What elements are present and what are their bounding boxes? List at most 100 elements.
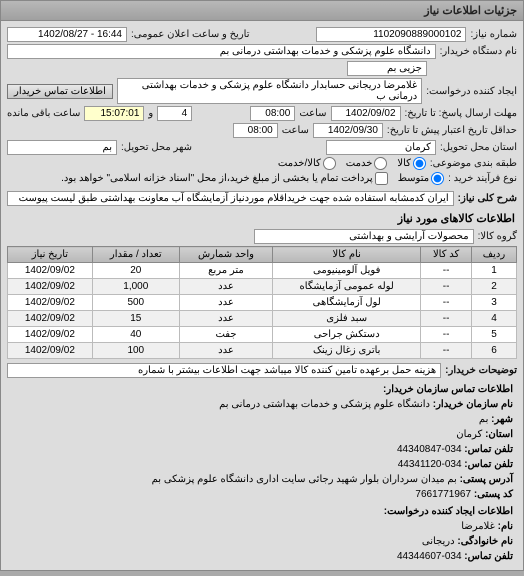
table-cell: 3 xyxy=(471,295,516,311)
goods-table-body: 1--فویل آلومینیومیمتر مربع201402/09/022-… xyxy=(8,263,517,359)
sub-org-value: جزیی بم xyxy=(347,61,427,76)
priority-opt-1-label: خدمت xyxy=(346,158,373,169)
goods-section-title: اطلاعات کالاهای مورد نیاز xyxy=(7,208,517,227)
req-name-label: نام: xyxy=(498,521,513,532)
process-opt-1-label: پرداخت تمام یا بخشی از مبلغ خرید،از محل … xyxy=(61,173,373,184)
contact-city: بم xyxy=(479,414,488,425)
process-radio-group: متوسط پرداخت تمام یا بخشی از مبلغ خرید،ا… xyxy=(61,172,444,185)
req-family: دریجانی xyxy=(422,536,455,547)
goods-col-header: تاریخ نیاز xyxy=(8,247,93,263)
priority-radio-2[interactable] xyxy=(323,157,336,170)
deadline-time-label: ساعت xyxy=(299,108,326,119)
table-cell: -- xyxy=(421,263,472,279)
contact-city-label: شهر: xyxy=(491,414,513,425)
priority-opt-1[interactable]: خدمت xyxy=(346,157,388,170)
contact-province-label: استان: xyxy=(485,429,513,440)
table-row[interactable]: 4--سبد فلزیعدد151402/09/02 xyxy=(8,311,517,327)
priority-radio-0[interactable] xyxy=(413,157,426,170)
buyer-org-label: نام دستگاه خریدار: xyxy=(440,46,517,57)
priority-label: طبقه بندی موضوعی: xyxy=(430,158,517,169)
requester-value: غلامرضا دریجانی حسابدار دانشگاه علوم پزش… xyxy=(117,78,422,104)
table-cell: 1402/09/02 xyxy=(8,279,93,295)
priority-opt-2[interactable]: کالا/خدمت xyxy=(278,157,336,170)
panel-body: شماره نیاز: 1102090889000102 تاریخ و ساع… xyxy=(1,21,523,570)
remain-count-suffix: و xyxy=(148,108,153,119)
table-cell: دستکش جراحی xyxy=(273,327,421,343)
validity-date: 1402/09/30 xyxy=(313,123,383,138)
table-row[interactable]: 6--باتری زغال زینکعدد1001402/09/02 xyxy=(8,343,517,359)
table-cell: 100 xyxy=(92,343,179,359)
table-cell: لوله عمومی آزمایشگاه xyxy=(273,279,421,295)
table-cell: 1,000 xyxy=(92,279,179,295)
req-family-label: نام خانوادگی: xyxy=(457,536,513,547)
table-cell: -- xyxy=(421,311,472,327)
overview-label: شرح کلی نیاز: xyxy=(458,193,517,204)
table-row[interactable]: 2--لوله عمومی آزمایشگاهعدد1,0001402/09/0… xyxy=(8,279,517,295)
city-label: شهر محل تحویل: xyxy=(121,142,192,153)
city-value: بم xyxy=(7,140,117,155)
table-cell: 4 xyxy=(471,311,516,327)
process-opt-0[interactable]: متوسط xyxy=(398,172,444,185)
province-label: استان محل تحویل: xyxy=(440,142,517,153)
remain-suffix: ساعت باقی مانده xyxy=(7,108,80,119)
table-cell: 6 xyxy=(471,343,516,359)
buyer-note-text: هزینه حمل برعهده تامین کننده کالا میباشد… xyxy=(7,363,441,378)
table-cell: فویل آلومینیومی xyxy=(273,263,421,279)
table-cell: 1402/09/02 xyxy=(8,263,93,279)
table-cell: 1402/09/02 xyxy=(8,311,93,327)
panel-title: جزئیات اطلاعات نیاز xyxy=(1,1,523,21)
table-cell: 1402/09/02 xyxy=(8,343,93,359)
table-cell: عدد xyxy=(179,295,272,311)
buyer-contact-button[interactable]: اطلاعات تماس خریدار xyxy=(7,84,113,99)
process-opt-0-label: متوسط xyxy=(398,173,429,184)
deadline-send-date: 1402/09/02 xyxy=(331,106,401,121)
priority-radio-group: کالا خدمت کالا/خدمت xyxy=(278,157,426,170)
req-title: اطلاعات ایجاد کننده درخواست: xyxy=(11,504,513,519)
goods-col-header: واحد شمارش xyxy=(179,247,272,263)
table-cell: 500 xyxy=(92,295,179,311)
deadline-send-time: 08:00 xyxy=(250,106,295,121)
need-details-panel: جزئیات اطلاعات نیاز شماره نیاز: 11020908… xyxy=(0,0,524,571)
goods-col-header: نام کالا xyxy=(273,247,421,263)
announce-label: تاریخ و ساعت اعلان عمومی: xyxy=(131,29,250,40)
table-cell: جفت xyxy=(179,327,272,343)
validity-time: 08:00 xyxy=(233,123,278,138)
table-cell: سبد فلزی xyxy=(273,311,421,327)
goods-table-header: ردیفکد کالانام کالاواحد شمارشتعداد / مقد… xyxy=(8,247,517,263)
table-row[interactable]: 3--لول آزمایشگاهیعدد5001402/09/02 xyxy=(8,295,517,311)
table-cell: 15 xyxy=(92,311,179,327)
table-cell: 40 xyxy=(92,327,179,343)
table-row[interactable]: 5--دستکش جراحیجفت401402/09/02 xyxy=(8,327,517,343)
contact-phone: 034-44340847 xyxy=(397,444,462,455)
contact-address: بم میدان سرداران بلوار شهید رجائی سایت ا… xyxy=(152,474,457,485)
contact-title: اطلاعات تماس سازمان خریدار: xyxy=(11,382,513,397)
priority-radio-1[interactable] xyxy=(374,157,387,170)
contact-postal: 7661771967 xyxy=(415,489,471,500)
contact-address-label: آدرس پستی: xyxy=(460,474,513,485)
contact-postal-label: کد پستی: xyxy=(474,489,513,500)
table-cell: لول آزمایشگاهی xyxy=(273,295,421,311)
process-radio-0[interactable] xyxy=(431,172,444,185)
goods-col-header: کد کالا xyxy=(421,247,472,263)
process-opt-1[interactable]: پرداخت تمام یا بخشی از مبلغ خرید،از محل … xyxy=(61,172,388,185)
validity-time-label: ساعت xyxy=(282,125,309,136)
requester-label: ایجاد کننده درخواست: xyxy=(426,86,517,97)
contact-org: دانشگاه علوم پزشکی و خدمات بهداشتی درمان… xyxy=(219,399,430,410)
process-check-1[interactable] xyxy=(375,172,388,185)
table-cell: 1 xyxy=(471,263,516,279)
goods-col-header: ردیف xyxy=(471,247,516,263)
contact-province: کرمان xyxy=(456,429,482,440)
contact-phone-label: تلفن تماس: xyxy=(464,444,513,455)
goods-group-label: گروه کالا: xyxy=(478,231,517,242)
req-name: غلامرضا xyxy=(461,521,495,532)
priority-opt-0[interactable]: کالا xyxy=(397,157,426,170)
goods-group-value: محصولات آرایشی و بهداشتی xyxy=(254,229,474,244)
table-cell: عدد xyxy=(179,343,272,359)
buyer-note-label: توضیحات خریدار: xyxy=(445,365,517,376)
table-cell: 1402/09/02 xyxy=(8,327,93,343)
table-row[interactable]: 1--فویل آلومینیومیمتر مربع201402/09/02 xyxy=(8,263,517,279)
priority-opt-2-label: کالا/خدمت xyxy=(278,158,321,169)
req-phone: 034-44344607 xyxy=(397,551,462,562)
priority-opt-0-label: کالا xyxy=(397,158,411,169)
req-phone-label: تلفن تماس: xyxy=(464,551,513,562)
